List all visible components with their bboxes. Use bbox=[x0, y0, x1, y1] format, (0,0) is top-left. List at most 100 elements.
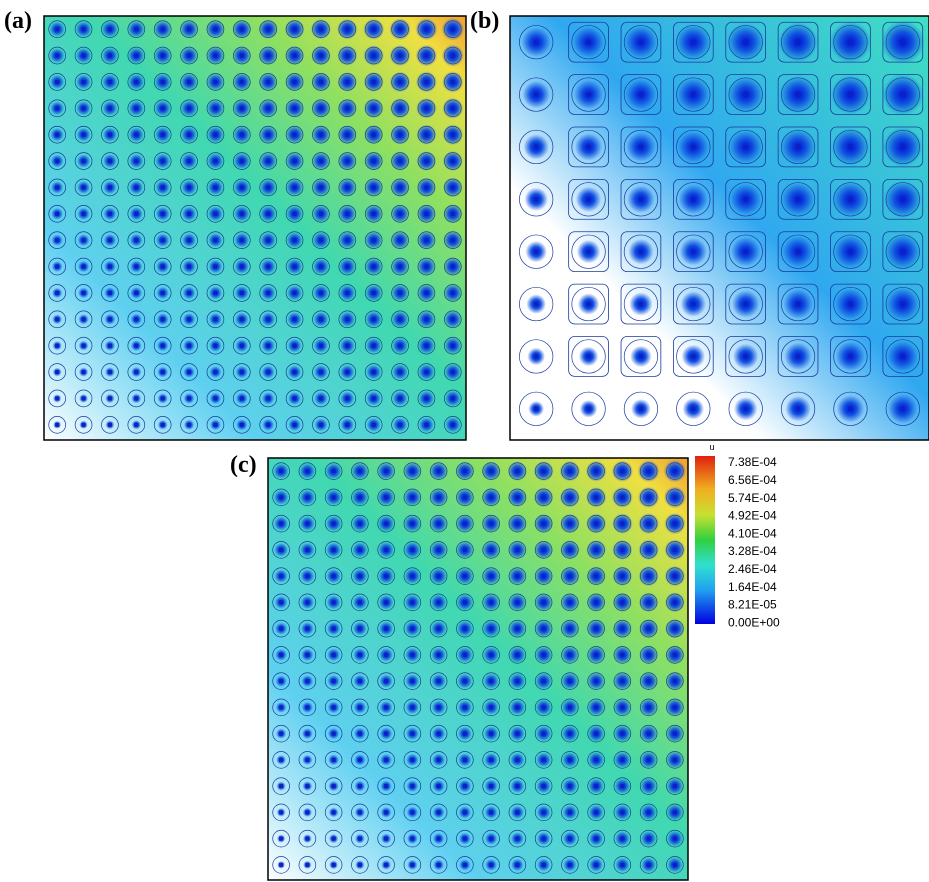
contour-ring bbox=[285, 416, 304, 434]
contour-ring bbox=[233, 416, 251, 434]
contour-center bbox=[384, 836, 389, 841]
contour-ring bbox=[482, 751, 500, 769]
contour-ring bbox=[587, 856, 605, 874]
contour-center bbox=[384, 652, 389, 657]
contour-center bbox=[489, 574, 494, 579]
contour-center bbox=[81, 396, 86, 401]
contour-center bbox=[594, 862, 599, 867]
contour-center bbox=[848, 249, 853, 254]
contour-ring bbox=[377, 488, 395, 507]
contour-center bbox=[331, 679, 336, 684]
contour-ring bbox=[623, 77, 659, 112]
contour-ring bbox=[48, 231, 66, 249]
contour-center bbox=[541, 862, 546, 867]
colorbar-label: 2.46E-04 bbox=[728, 562, 777, 576]
contour-ring bbox=[417, 416, 436, 434]
contour-ring bbox=[587, 698, 605, 717]
contour-center bbox=[848, 197, 853, 202]
contour-center bbox=[279, 836, 284, 841]
contour-center bbox=[239, 264, 244, 269]
contour-ring bbox=[429, 698, 448, 717]
contour-center bbox=[489, 784, 494, 789]
contour-center bbox=[239, 343, 244, 348]
contour-ring bbox=[127, 363, 146, 381]
contour-ring bbox=[48, 46, 66, 65]
contour-center bbox=[318, 53, 323, 58]
contour-ring bbox=[312, 363, 330, 381]
contour-center bbox=[55, 317, 60, 322]
contour-center bbox=[134, 238, 139, 243]
contour-ring bbox=[508, 646, 527, 664]
contour-ring bbox=[74, 46, 93, 65]
contour-ring bbox=[623, 234, 659, 269]
contour-ring bbox=[666, 856, 684, 874]
contour-center bbox=[620, 574, 625, 579]
contour-center bbox=[292, 317, 297, 322]
contour-center bbox=[534, 302, 539, 307]
contour-center bbox=[620, 652, 625, 657]
colorbar-label: 8.21E-05 bbox=[728, 598, 777, 612]
contour-ring bbox=[259, 363, 277, 381]
contour-center bbox=[398, 317, 403, 322]
contour-center bbox=[292, 238, 297, 243]
contour-ring bbox=[206, 231, 225, 249]
contour-center bbox=[567, 784, 572, 789]
contour-center bbox=[515, 679, 520, 684]
contour-ring bbox=[48, 284, 66, 302]
contour-center bbox=[398, 343, 403, 348]
contour-center bbox=[160, 238, 165, 243]
contour-ring bbox=[180, 152, 198, 170]
contour-center bbox=[691, 249, 696, 254]
contour-cell bbox=[725, 126, 766, 168]
contour-center bbox=[371, 185, 376, 190]
contour-ring bbox=[403, 751, 422, 769]
contour-center bbox=[81, 79, 86, 84]
contour-center bbox=[398, 53, 403, 58]
contour-center bbox=[691, 92, 696, 97]
contour-center bbox=[345, 27, 350, 32]
contour-ring bbox=[482, 803, 500, 822]
contour-center bbox=[638, 354, 643, 359]
contour-center bbox=[55, 238, 60, 243]
contour-center bbox=[436, 836, 441, 841]
contour-center bbox=[541, 757, 546, 762]
contour-ring bbox=[259, 152, 277, 170]
contour-center bbox=[594, 495, 599, 500]
contour-center bbox=[213, 396, 218, 401]
contour-center bbox=[107, 132, 112, 137]
contour-center bbox=[305, 757, 310, 762]
contour-ring bbox=[324, 829, 343, 848]
contour-center bbox=[160, 317, 165, 322]
contour-center bbox=[239, 185, 244, 190]
contour-ring bbox=[153, 178, 172, 197]
contour-ring bbox=[298, 777, 317, 795]
contour-center bbox=[586, 197, 591, 202]
contour-center bbox=[357, 784, 362, 789]
contour-center bbox=[462, 626, 467, 631]
contour-ring bbox=[676, 129, 711, 165]
contour-ring bbox=[444, 363, 462, 381]
contour-center bbox=[318, 396, 323, 401]
contour-ring bbox=[74, 125, 93, 144]
contour-ring bbox=[780, 182, 816, 217]
contour-center bbox=[318, 264, 323, 269]
contour-ring bbox=[377, 829, 395, 848]
contour-center bbox=[331, 652, 336, 657]
contour-center bbox=[160, 185, 165, 190]
contour-center bbox=[436, 705, 441, 710]
contour-ring bbox=[285, 178, 304, 197]
contour-center bbox=[541, 784, 546, 789]
contour-center bbox=[594, 836, 599, 841]
contour-ring bbox=[403, 541, 422, 559]
contour-center bbox=[620, 600, 625, 605]
contour-ring bbox=[153, 205, 172, 223]
contour-center bbox=[646, 705, 651, 710]
contour-ring bbox=[233, 125, 251, 144]
contour-ring bbox=[561, 724, 579, 743]
contour-ring bbox=[780, 286, 816, 322]
contour-center bbox=[450, 290, 455, 295]
contour-center bbox=[160, 211, 165, 216]
contour-ring bbox=[74, 257, 93, 276]
contour-center bbox=[436, 679, 441, 684]
contour-center bbox=[318, 290, 323, 295]
